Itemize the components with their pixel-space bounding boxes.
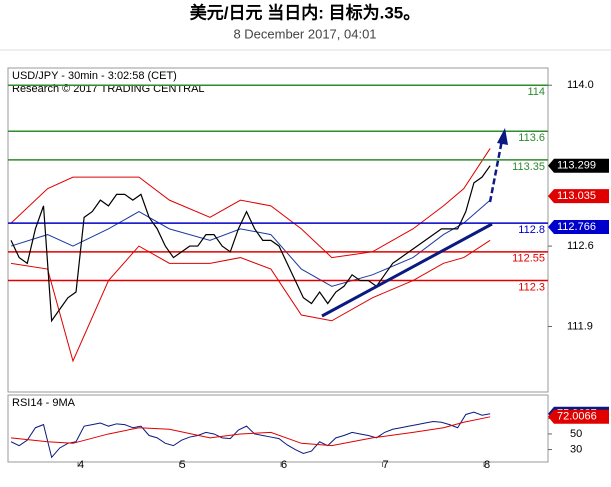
x-tick-label: 7 <box>382 459 388 471</box>
y-tick-label: 111.9 <box>567 320 593 332</box>
price-tag-label: 112.766 <box>557 221 596 233</box>
price-tag <box>548 220 609 235</box>
y-tick-label: 112.6 <box>567 240 594 252</box>
header: USD/JPY - 30min - 3:02:58 (CET) <box>12 70 177 82</box>
y-tick-label: 114.0 <box>567 79 594 91</box>
x-tick-label: 5 <box>179 459 185 471</box>
trend-line <box>321 222 493 318</box>
rsi-line <box>10 411 491 459</box>
price-tag <box>548 409 609 424</box>
arrow-head <box>497 128 508 145</box>
rsi-ma-line <box>10 416 491 447</box>
level-label: 112.3 <box>518 281 545 293</box>
price-tag <box>548 189 609 204</box>
price-panel <box>7 67 549 393</box>
rsi-panel <box>7 394 549 463</box>
x-tick-label: 6 <box>281 459 287 471</box>
moving-average <box>10 199 491 287</box>
bollinger-band <box>10 239 491 363</box>
price-tag-label: 72.0066 <box>557 411 597 423</box>
level-label: 113.6 <box>518 132 545 144</box>
bollinger-band <box>10 148 491 259</box>
chart-subtitle: 8 December 2017, 04:01 <box>233 26 376 41</box>
target-arrow <box>488 139 504 203</box>
rsi-tick-label: 50 <box>570 428 582 440</box>
level-label: 112.55 <box>512 253 545 265</box>
rsi-tick-label: 30 <box>570 443 582 455</box>
x-tick-label: 4 <box>78 459 84 471</box>
price-line <box>10 165 491 323</box>
level-label: 113.35 <box>512 161 545 173</box>
price-tag <box>548 158 609 173</box>
level-label: 112.8 <box>518 224 545 236</box>
price-tag-label: 113.299 <box>557 160 596 172</box>
level-label: 114 <box>527 86 545 98</box>
chart-title: 美元/日元 当日内: 目标为.35。 <box>190 2 420 22</box>
rsi-title: RSI14 - 9MA <box>12 397 76 409</box>
price-tag-label: 113.035 <box>557 190 596 202</box>
x-tick-label: 8 <box>484 459 490 471</box>
